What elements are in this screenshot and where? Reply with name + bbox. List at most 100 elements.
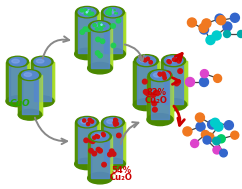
Ellipse shape: [104, 8, 122, 17]
Ellipse shape: [116, 13, 117, 14]
Ellipse shape: [102, 162, 106, 167]
Polygon shape: [88, 136, 112, 178]
Ellipse shape: [99, 26, 100, 27]
Polygon shape: [6, 62, 10, 101]
Ellipse shape: [101, 158, 125, 170]
Ellipse shape: [220, 149, 227, 157]
Ellipse shape: [9, 57, 26, 66]
Ellipse shape: [111, 24, 115, 28]
Ellipse shape: [89, 138, 93, 143]
Ellipse shape: [88, 10, 90, 11]
Ellipse shape: [102, 6, 124, 18]
Ellipse shape: [217, 135, 225, 143]
Ellipse shape: [111, 152, 116, 156]
Polygon shape: [38, 75, 42, 115]
Polygon shape: [155, 61, 159, 105]
Ellipse shape: [76, 116, 98, 128]
Polygon shape: [101, 122, 104, 164]
Ellipse shape: [163, 76, 166, 80]
Ellipse shape: [168, 60, 171, 64]
Ellipse shape: [89, 131, 111, 142]
Polygon shape: [104, 13, 122, 53]
Polygon shape: [9, 62, 26, 101]
Polygon shape: [26, 62, 30, 101]
Polygon shape: [109, 26, 112, 68]
Ellipse shape: [212, 31, 221, 40]
Ellipse shape: [96, 37, 100, 42]
Ellipse shape: [95, 134, 98, 138]
Ellipse shape: [199, 77, 209, 87]
Ellipse shape: [91, 139, 95, 143]
Polygon shape: [96, 122, 99, 164]
Ellipse shape: [162, 55, 186, 67]
Ellipse shape: [22, 71, 38, 79]
Polygon shape: [88, 136, 91, 178]
Ellipse shape: [152, 101, 157, 106]
Ellipse shape: [36, 59, 44, 63]
Ellipse shape: [167, 58, 175, 62]
Polygon shape: [75, 122, 78, 164]
Ellipse shape: [215, 14, 224, 23]
Polygon shape: [78, 13, 96, 53]
Ellipse shape: [95, 27, 98, 30]
Ellipse shape: [83, 119, 86, 122]
Polygon shape: [169, 76, 173, 120]
Ellipse shape: [151, 71, 169, 80]
Ellipse shape: [89, 119, 92, 122]
Ellipse shape: [89, 10, 90, 11]
Ellipse shape: [224, 30, 230, 37]
Polygon shape: [91, 137, 109, 178]
Ellipse shape: [93, 136, 96, 139]
Ellipse shape: [88, 173, 112, 184]
Ellipse shape: [101, 24, 102, 25]
Ellipse shape: [199, 23, 208, 33]
Ellipse shape: [106, 10, 110, 13]
Ellipse shape: [217, 16, 226, 25]
Ellipse shape: [143, 79, 147, 84]
Polygon shape: [161, 61, 187, 105]
Ellipse shape: [101, 132, 105, 136]
Ellipse shape: [164, 56, 183, 65]
Ellipse shape: [80, 30, 84, 34]
Ellipse shape: [174, 81, 179, 86]
Ellipse shape: [30, 96, 54, 107]
Ellipse shape: [105, 25, 110, 29]
Ellipse shape: [109, 149, 114, 153]
Ellipse shape: [151, 93, 156, 98]
Ellipse shape: [84, 138, 88, 143]
Polygon shape: [137, 61, 156, 104]
Ellipse shape: [202, 19, 211, 28]
Ellipse shape: [143, 58, 146, 61]
Ellipse shape: [89, 21, 111, 32]
Ellipse shape: [191, 139, 199, 147]
Polygon shape: [101, 12, 104, 54]
Ellipse shape: [201, 130, 209, 139]
Ellipse shape: [98, 149, 102, 153]
Polygon shape: [18, 75, 22, 115]
Ellipse shape: [231, 131, 239, 139]
Ellipse shape: [144, 59, 147, 62]
Ellipse shape: [108, 8, 112, 11]
Ellipse shape: [91, 132, 109, 141]
Ellipse shape: [200, 25, 209, 34]
Ellipse shape: [213, 137, 220, 145]
Polygon shape: [75, 12, 78, 54]
Ellipse shape: [183, 127, 192, 136]
Ellipse shape: [91, 22, 109, 31]
Text: Cu₂O: Cu₂O: [110, 174, 132, 183]
Ellipse shape: [96, 147, 101, 152]
Ellipse shape: [75, 158, 99, 170]
Ellipse shape: [75, 48, 99, 60]
Polygon shape: [101, 122, 125, 164]
Ellipse shape: [196, 113, 204, 122]
Ellipse shape: [186, 77, 195, 87]
Ellipse shape: [78, 118, 96, 127]
Polygon shape: [91, 27, 109, 68]
Ellipse shape: [208, 120, 217, 129]
Ellipse shape: [102, 133, 105, 137]
Ellipse shape: [115, 13, 116, 14]
Ellipse shape: [84, 9, 87, 12]
Ellipse shape: [34, 57, 51, 66]
Ellipse shape: [146, 57, 150, 60]
Ellipse shape: [100, 27, 103, 30]
